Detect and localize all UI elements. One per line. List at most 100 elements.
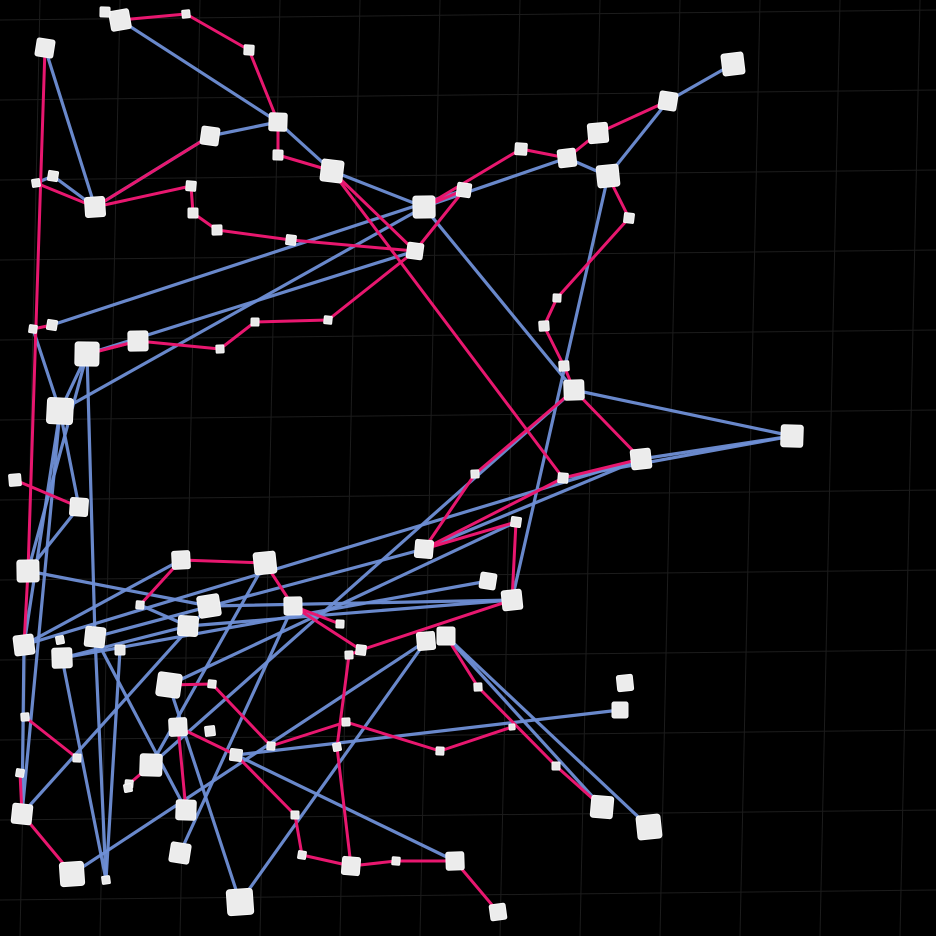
graph-node[interactable] <box>623 212 635 224</box>
graph-node[interactable] <box>268 112 288 132</box>
graph-node[interactable] <box>595 163 621 189</box>
graph-node[interactable] <box>557 472 569 484</box>
graph-node[interactable] <box>16 559 40 583</box>
graph-node[interactable] <box>123 783 133 793</box>
graph-node[interactable] <box>175 799 197 821</box>
graph-node[interactable] <box>204 725 216 737</box>
graph-node[interactable] <box>341 717 351 727</box>
graph-node[interactable] <box>297 850 307 860</box>
graph-node[interactable] <box>168 717 188 737</box>
graph-node[interactable] <box>28 324 38 334</box>
graph-node[interactable] <box>199 125 221 147</box>
graph-node[interactable] <box>340 855 362 877</box>
graph-node[interactable] <box>657 90 679 112</box>
graph-node[interactable] <box>51 647 73 669</box>
graph-node[interactable] <box>99 6 111 18</box>
graph-node[interactable] <box>45 396 75 426</box>
graph-node[interactable] <box>488 902 508 922</box>
graph-node[interactable] <box>207 679 217 689</box>
graph-node[interactable] <box>266 741 276 751</box>
graph-node[interactable] <box>101 875 111 885</box>
graph-node[interactable] <box>12 633 36 657</box>
graph-node[interactable] <box>586 121 610 145</box>
graph-node[interactable] <box>215 344 225 354</box>
graph-node[interactable] <box>510 516 522 528</box>
graph-node[interactable] <box>556 147 578 169</box>
graph-node[interactable] <box>135 600 145 610</box>
graph-node[interactable] <box>332 742 342 752</box>
graph-node[interactable] <box>589 794 615 820</box>
graph-node[interactable] <box>228 747 244 763</box>
graph-node[interactable] <box>285 234 297 246</box>
graph-node[interactable] <box>435 746 445 756</box>
graph-node[interactable] <box>500 588 524 612</box>
graph-node[interactable] <box>10 802 34 826</box>
graph-node[interactable] <box>473 682 483 692</box>
graph-node[interactable] <box>196 593 222 619</box>
graph-node[interactable] <box>114 644 126 656</box>
graph-node[interactable] <box>185 180 197 192</box>
graph-node[interactable] <box>355 644 367 656</box>
graph-node[interactable] <box>168 841 192 865</box>
graph-node[interactable] <box>478 571 498 591</box>
graph-node[interactable] <box>405 241 425 261</box>
graph-node[interactable] <box>558 360 570 372</box>
graph-node[interactable] <box>290 810 300 820</box>
graph-node[interactable] <box>72 753 82 763</box>
graph-node[interactable] <box>615 673 635 693</box>
graph-node[interactable] <box>83 625 107 649</box>
graph-node[interactable] <box>319 158 345 184</box>
graph-node[interactable] <box>283 596 303 616</box>
graph-node[interactable] <box>252 550 278 576</box>
graph-node[interactable] <box>225 887 255 917</box>
graph-node[interactable] <box>508 723 516 731</box>
graph-node[interactable] <box>45 318 59 332</box>
graph-node[interactable] <box>58 860 86 888</box>
graph-node[interactable] <box>8 473 22 487</box>
graph-node[interactable] <box>31 178 41 188</box>
graph-node[interactable] <box>272 149 284 161</box>
graph-node[interactable] <box>69 497 89 517</box>
graph-node[interactable] <box>181 9 191 19</box>
graph-node[interactable] <box>780 424 804 448</box>
graph-node[interactable] <box>211 224 223 236</box>
graph-node[interactable] <box>20 712 30 722</box>
graph-node[interactable] <box>243 44 255 56</box>
graph-node[interactable] <box>391 856 401 866</box>
graph-node[interactable] <box>412 195 436 219</box>
graph-node[interactable] <box>720 51 746 77</box>
graph-node[interactable] <box>83 195 107 219</box>
graph-node[interactable] <box>176 614 200 638</box>
graph-node[interactable] <box>46 169 60 183</box>
graph-node[interactable] <box>436 626 456 646</box>
graph-node[interactable] <box>635 813 663 841</box>
graph-node[interactable] <box>127 330 149 352</box>
graph-node[interactable] <box>344 650 354 660</box>
graph-node[interactable] <box>55 635 65 645</box>
graph-node[interactable] <box>74 341 100 367</box>
graph-node[interactable] <box>139 753 163 777</box>
graph-node[interactable] <box>514 142 528 156</box>
graph-node[interactable] <box>108 8 132 32</box>
graph-node[interactable] <box>34 37 56 59</box>
graph-node[interactable] <box>323 315 333 325</box>
graph-node[interactable] <box>155 671 183 699</box>
graph-node[interactable] <box>629 447 653 471</box>
graph-node[interactable] <box>413 538 435 560</box>
graph-node[interactable] <box>563 379 585 401</box>
graph-node[interactable] <box>250 317 260 327</box>
graph-node[interactable] <box>455 181 473 199</box>
graph-node[interactable] <box>445 851 465 871</box>
graph-node[interactable] <box>15 768 25 778</box>
graph-node[interactable] <box>415 630 437 652</box>
graph-node[interactable] <box>171 550 191 570</box>
graph-node[interactable] <box>187 207 199 219</box>
graph-node[interactable] <box>470 469 480 479</box>
graph-node[interactable] <box>335 619 345 629</box>
blue-edge <box>149 388 576 767</box>
graph-node[interactable] <box>552 293 562 303</box>
graph-node[interactable] <box>538 320 550 332</box>
graph-node[interactable] <box>611 701 629 719</box>
graph-node[interactable] <box>551 761 561 771</box>
